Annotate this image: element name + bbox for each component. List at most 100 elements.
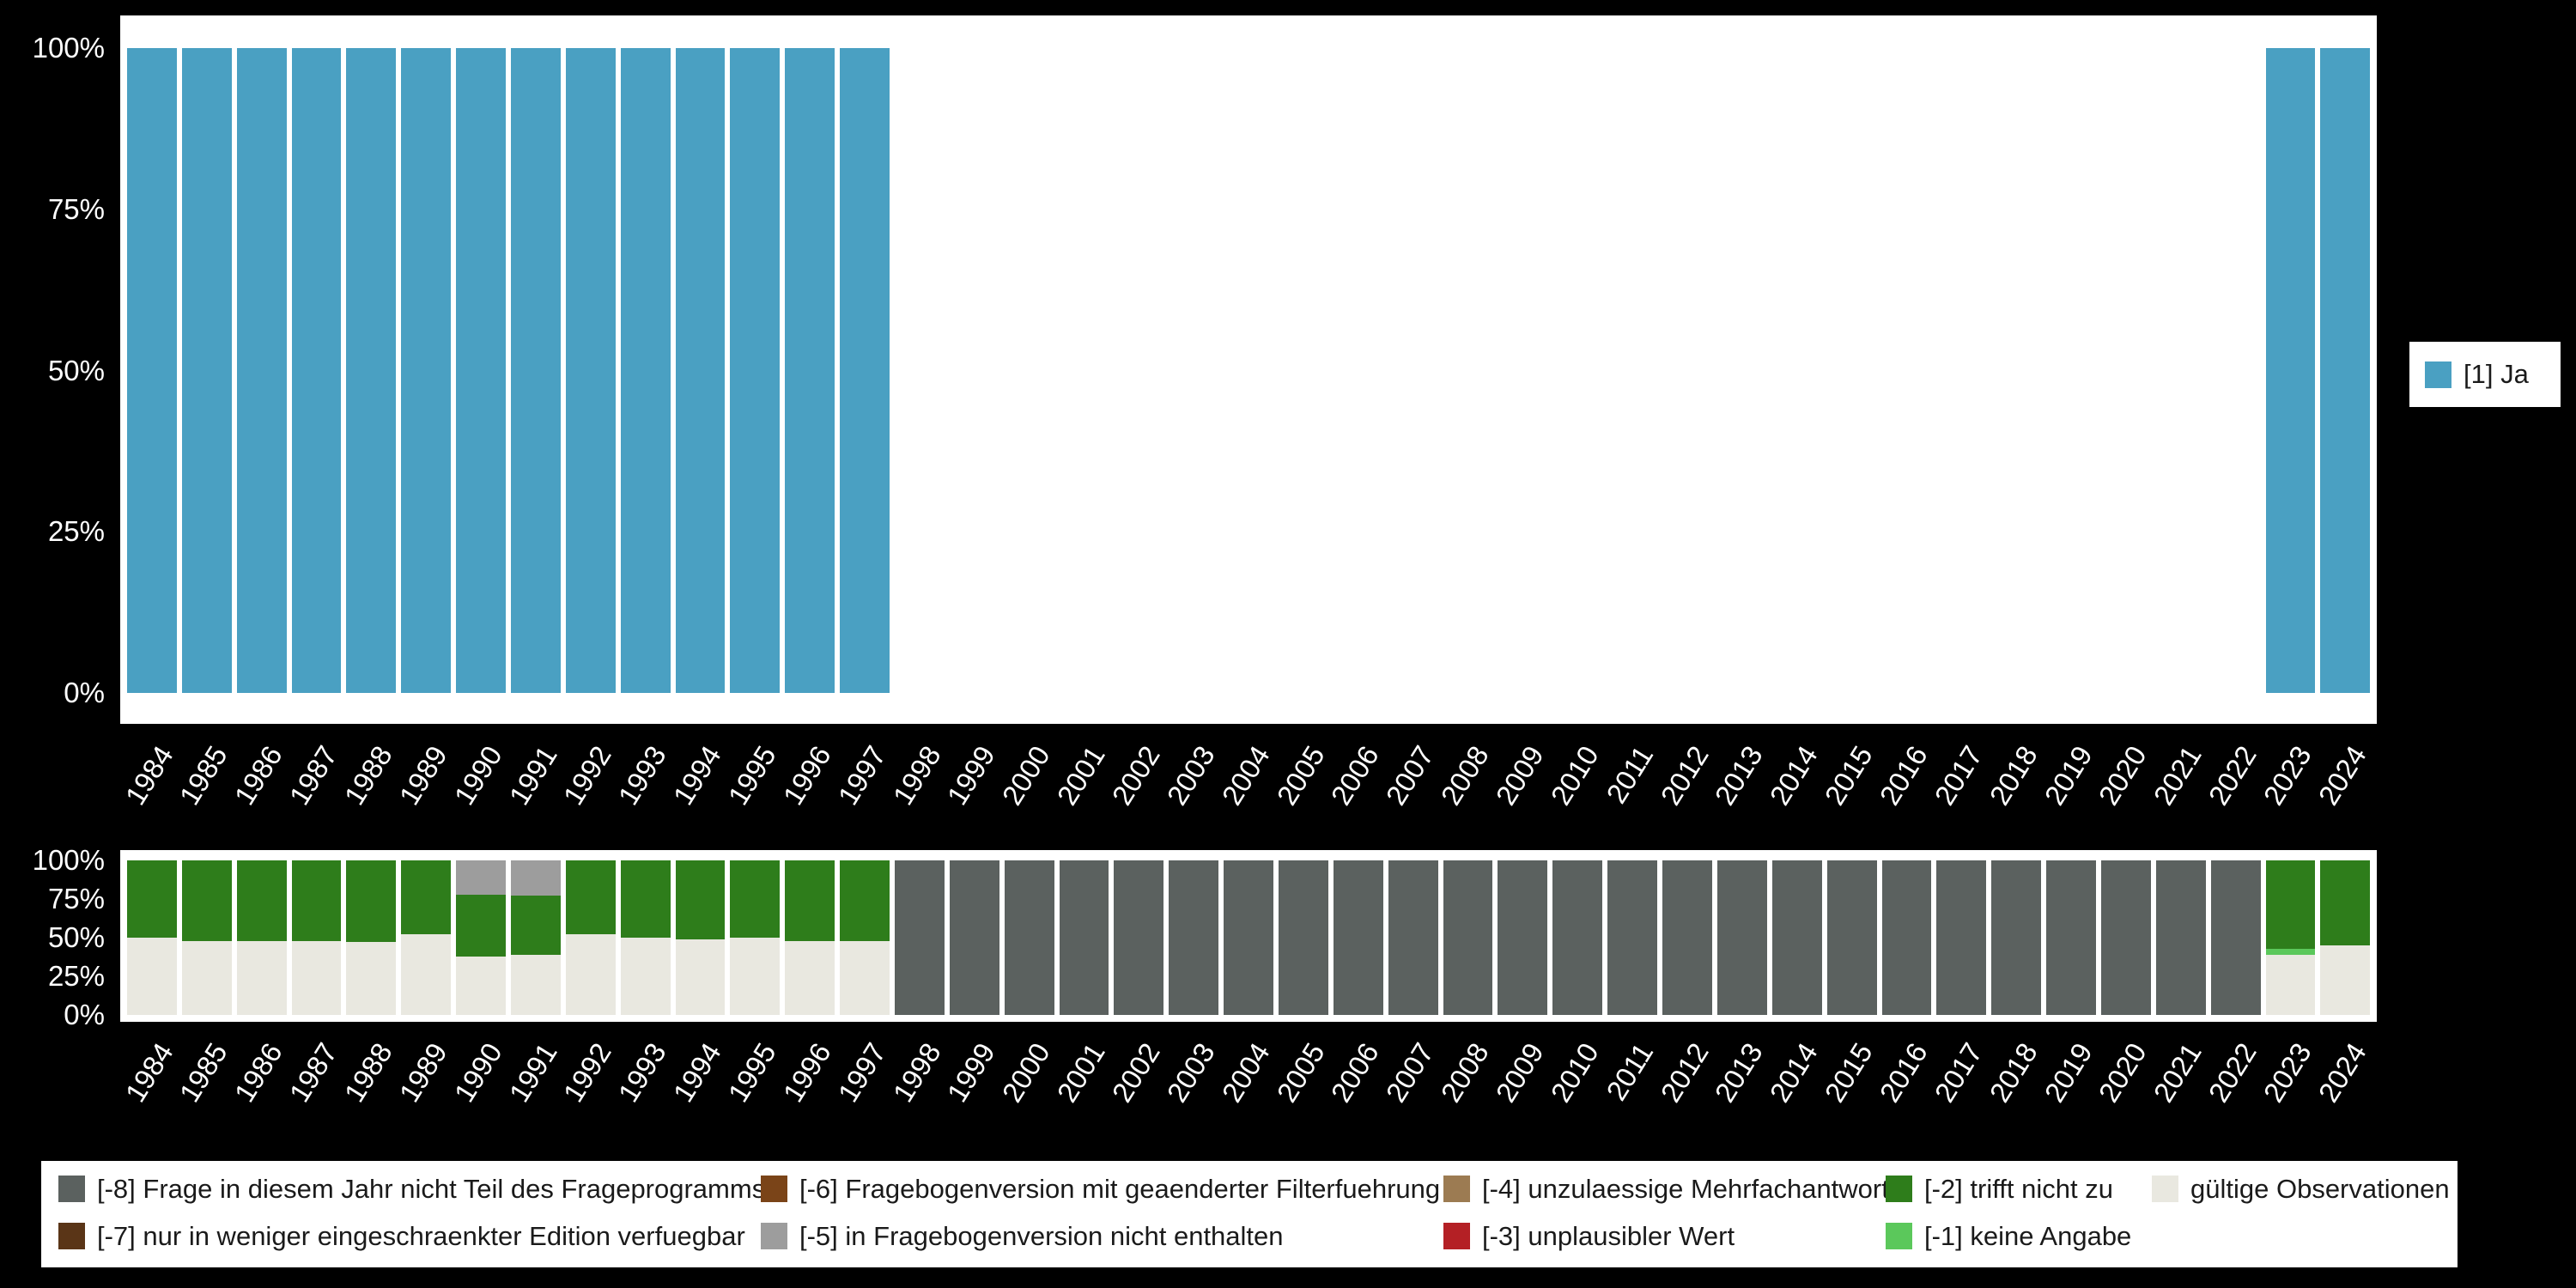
x-axis-tick-1986: 1986 bbox=[228, 740, 289, 811]
x-axis-tick-2019: 2019 bbox=[2038, 1037, 2099, 1108]
y-axis-tick-label: 100% bbox=[32, 32, 105, 64]
legend-item: gültige Observationen bbox=[2152, 1169, 2458, 1209]
bar-segment bbox=[675, 48, 726, 693]
bar-1987 bbox=[291, 860, 342, 1015]
bar-segment bbox=[456, 956, 507, 1015]
bar-1995 bbox=[730, 860, 781, 1015]
bar-segment bbox=[291, 860, 342, 941]
x-axis-tick-1994: 1994 bbox=[666, 740, 727, 811]
bar-2021 bbox=[2156, 48, 2206, 693]
bar-segment bbox=[2265, 48, 2316, 693]
bar-2022 bbox=[2210, 860, 2261, 1015]
bar-segment bbox=[456, 860, 507, 895]
bar-2011 bbox=[1607, 48, 1657, 693]
x-axis-tick-2011: 2011 bbox=[1600, 740, 1660, 809]
bar-segment bbox=[511, 954, 561, 1015]
bar-1986 bbox=[236, 48, 287, 693]
bar-2017 bbox=[1936, 860, 1987, 1015]
legend-label: gültige Observationen bbox=[2190, 1173, 2450, 1204]
bar-segment bbox=[1004, 860, 1054, 1015]
bar-segment bbox=[1826, 860, 1877, 1015]
bar-2008 bbox=[1443, 860, 1493, 1015]
y-axis-tick-label: 75% bbox=[47, 192, 105, 225]
x-axis-tick-2001: 2001 bbox=[1050, 1037, 1111, 1108]
x-axis-tick-1993: 1993 bbox=[611, 1037, 673, 1108]
x-axis-tick-1984: 1984 bbox=[118, 740, 179, 811]
bar-2008 bbox=[1443, 48, 1493, 693]
x-axis-tick-2008: 2008 bbox=[1434, 1037, 1495, 1108]
x-axis-tick-1986: 1986 bbox=[228, 1037, 289, 1108]
x-axis-tick-1989: 1989 bbox=[392, 740, 453, 811]
x-axis-tick-2007: 2007 bbox=[1379, 1037, 1441, 1108]
bar-2002 bbox=[1114, 860, 1164, 1015]
x-axis-tick-1996: 1996 bbox=[776, 740, 837, 811]
y-axis-tick-label: 50% bbox=[47, 354, 105, 386]
bar-segment bbox=[895, 860, 945, 1015]
bar-segment bbox=[181, 860, 232, 941]
bar-segment bbox=[2100, 860, 2151, 1015]
bar-segment bbox=[1881, 860, 1932, 1015]
x-axis-tick-2005: 2005 bbox=[1270, 1037, 1331, 1108]
bar-1994 bbox=[675, 860, 726, 1015]
bar-segment bbox=[1059, 860, 1109, 1015]
x-axis-tick-2006: 2006 bbox=[1324, 1037, 1386, 1108]
bar-segment bbox=[236, 860, 287, 941]
x-axis-tick-2008: 2008 bbox=[1434, 740, 1495, 811]
legend-swatch-icon bbox=[2152, 1176, 2178, 1202]
x-axis-tick-2002: 2002 bbox=[1105, 1037, 1166, 1108]
missings-chart-y-axis: 100% 75% 50% 25% 0% bbox=[0, 843, 105, 1032]
y-axis-tick-label: 25% bbox=[47, 515, 105, 548]
bar-segment bbox=[2265, 954, 2316, 1015]
bar-1996 bbox=[785, 48, 835, 693]
bar-segment bbox=[2320, 945, 2371, 1015]
bar-segment bbox=[181, 940, 232, 1015]
legend-item: [1] Ja bbox=[2425, 355, 2529, 395]
x-axis-tick-2004: 2004 bbox=[1215, 740, 1276, 811]
bar-1992 bbox=[565, 48, 616, 693]
bar-segment bbox=[840, 860, 890, 941]
x-axis-tick-1997: 1997 bbox=[831, 1037, 892, 1108]
legend-item: [-3] unplausibler Wert bbox=[1443, 1216, 1886, 1256]
bar-segment bbox=[785, 48, 835, 693]
bar-segment bbox=[401, 860, 452, 935]
y-axis-tick-label: 0% bbox=[64, 999, 105, 1030]
bar-2021 bbox=[2155, 860, 2206, 1015]
bar-2001 bbox=[1059, 860, 1109, 1015]
bar-2000 bbox=[1004, 860, 1054, 1015]
x-axis-tick-1985: 1985 bbox=[173, 1037, 234, 1108]
legend-column: [-6] Fragebogenversion mit geaenderter F… bbox=[761, 1169, 1443, 1260]
bar-segment bbox=[1607, 860, 1658, 1015]
x-axis-tick-2012: 2012 bbox=[1654, 1037, 1715, 1108]
bar-1998 bbox=[895, 48, 945, 693]
bar-segment bbox=[1443, 860, 1493, 1015]
bar-1997 bbox=[840, 48, 890, 693]
bar-segment bbox=[1936, 860, 1987, 1015]
legend-swatch-icon bbox=[1443, 1176, 1470, 1202]
bar-segment bbox=[2320, 48, 2371, 693]
x-axis-tick-2015: 2015 bbox=[1818, 740, 1879, 811]
x-axis-tick-1991: 1991 bbox=[502, 1037, 563, 1108]
bar-2019 bbox=[2046, 48, 2096, 693]
legend-label: [-4] unzulaessige Mehrfachantwort bbox=[1482, 1173, 1889, 1204]
bar-segment bbox=[949, 860, 999, 1015]
bar-2023 bbox=[2265, 48, 2316, 693]
x-axis-tick-2013: 2013 bbox=[1708, 740, 1770, 811]
bar-segment bbox=[127, 860, 177, 938]
bar-segment bbox=[2046, 860, 2096, 1015]
x-axis-tick-1987: 1987 bbox=[283, 740, 343, 811]
bar-2007 bbox=[1388, 48, 1438, 693]
x-axis-tick-1992: 1992 bbox=[556, 1037, 618, 1108]
legend-label: [-6] Fragebogenversion mit geaenderter F… bbox=[799, 1173, 1441, 1204]
bar-segment bbox=[346, 48, 397, 693]
bar-segment bbox=[181, 48, 232, 693]
bar-segment bbox=[2210, 860, 2261, 1015]
missings-chart-x-axis: 1984 1985 1986 1987 1988 1989 1990 1991 1992 1993… bbox=[118, 1029, 2372, 1149]
bar-segment bbox=[456, 48, 507, 693]
x-axis-tick-1992: 1992 bbox=[556, 740, 618, 811]
x-axis-tick-2018: 2018 bbox=[1983, 740, 2044, 811]
bar-1988 bbox=[346, 48, 397, 693]
x-axis-tick-2000: 2000 bbox=[995, 1037, 1057, 1108]
x-axis-tick-1987: 1987 bbox=[283, 1037, 343, 1108]
x-axis-tick-1997: 1997 bbox=[831, 740, 892, 811]
bar-segment bbox=[2265, 860, 2316, 949]
